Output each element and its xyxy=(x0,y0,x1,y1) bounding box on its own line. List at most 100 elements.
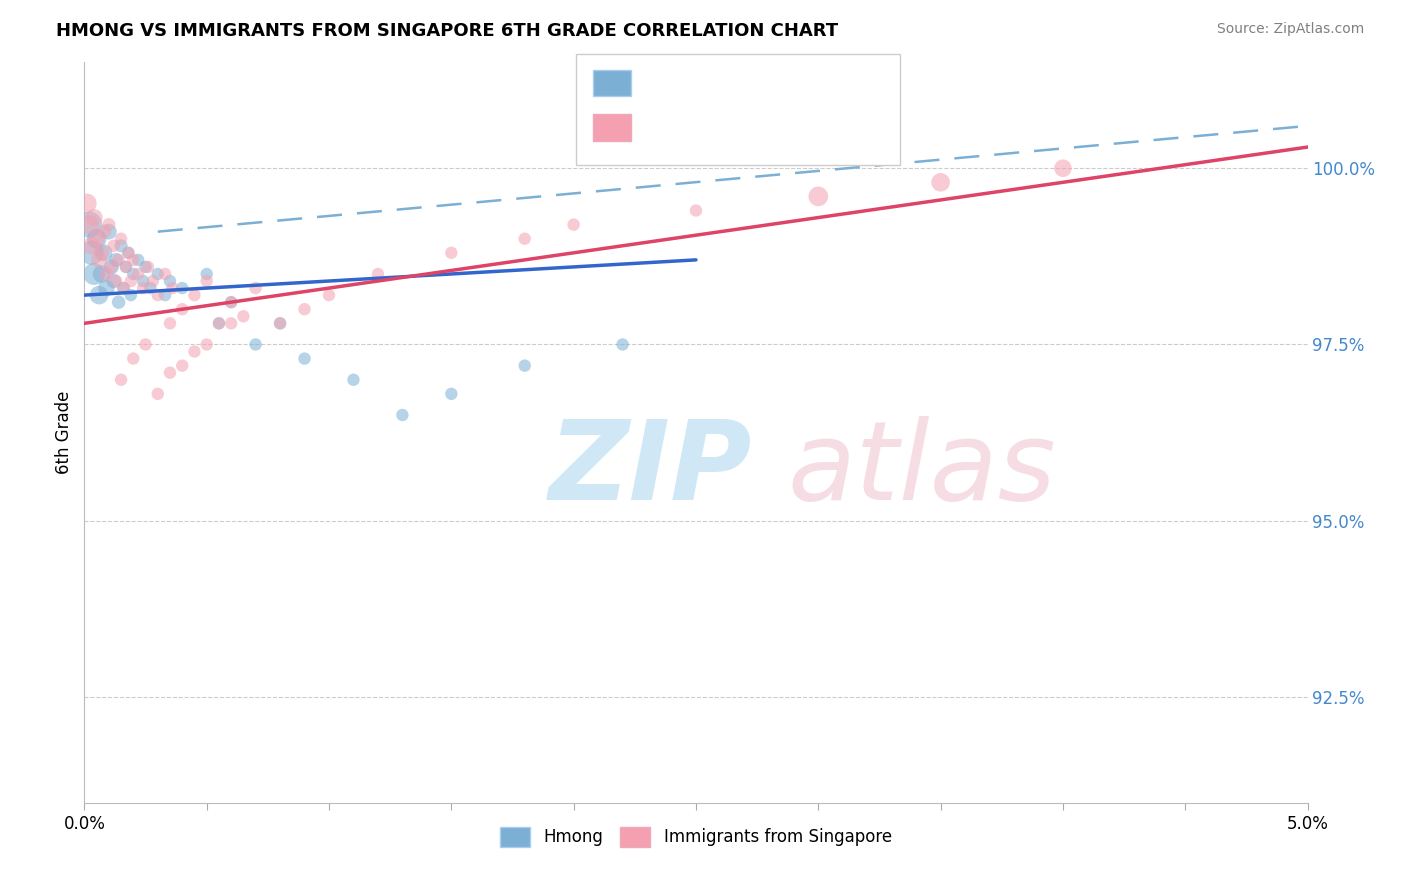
Point xyxy=(208,316,231,330)
Point xyxy=(77,218,100,232)
Point xyxy=(103,239,125,253)
Point xyxy=(112,281,135,295)
Point xyxy=(183,344,205,359)
Point xyxy=(562,218,585,232)
Point xyxy=(80,239,103,253)
Point xyxy=(87,252,110,267)
Point xyxy=(97,218,120,232)
Point xyxy=(367,267,389,281)
Point xyxy=(269,316,291,330)
Text: 0.126: 0.126 xyxy=(679,73,748,93)
Point xyxy=(105,252,128,267)
Point xyxy=(110,239,132,253)
Point xyxy=(172,281,194,295)
Point xyxy=(153,267,176,281)
Point xyxy=(146,387,169,401)
Point xyxy=(269,316,291,330)
Point xyxy=(146,267,169,281)
Legend: Hmong, Immigrants from Singapore: Hmong, Immigrants from Singapore xyxy=(494,820,898,854)
Text: N =: N = xyxy=(745,74,797,92)
Point xyxy=(146,288,169,302)
Point xyxy=(159,274,181,288)
Text: HMONG VS IMMIGRANTS FROM SINGAPORE 6TH GRADE CORRELATION CHART: HMONG VS IMMIGRANTS FROM SINGAPORE 6TH G… xyxy=(56,22,838,40)
Point xyxy=(391,408,413,422)
Point xyxy=(110,232,132,246)
Point xyxy=(107,295,129,310)
Point xyxy=(77,218,100,232)
Point xyxy=(153,288,176,302)
Point xyxy=(195,267,218,281)
Text: 38: 38 xyxy=(794,73,821,93)
Point xyxy=(120,274,142,288)
Point xyxy=(172,302,194,317)
Point xyxy=(342,373,364,387)
Point xyxy=(86,232,108,246)
Point xyxy=(142,274,165,288)
Point xyxy=(135,260,157,274)
Point xyxy=(122,351,145,366)
Point xyxy=(612,337,634,351)
Point xyxy=(183,288,205,302)
Point xyxy=(127,252,149,267)
Point xyxy=(139,281,162,295)
Point xyxy=(93,245,115,260)
Point xyxy=(294,351,316,366)
Point xyxy=(96,281,118,295)
Point xyxy=(219,316,242,330)
Y-axis label: 6th Grade: 6th Grade xyxy=(55,391,73,475)
Point xyxy=(115,260,138,274)
Text: R =: R = xyxy=(640,119,679,136)
Point xyxy=(110,373,132,387)
Point xyxy=(132,274,155,288)
Point xyxy=(245,337,267,351)
Point xyxy=(86,232,108,246)
Point xyxy=(115,260,138,274)
Point xyxy=(195,337,218,351)
Text: ZIP: ZIP xyxy=(550,417,752,523)
Point xyxy=(122,267,145,281)
Text: atlas: atlas xyxy=(787,417,1056,523)
Point xyxy=(90,267,112,281)
Text: N =: N = xyxy=(745,119,797,136)
Point xyxy=(83,267,105,281)
Point xyxy=(294,302,316,317)
Point xyxy=(120,288,142,302)
Point xyxy=(245,281,267,295)
Point xyxy=(90,245,112,260)
Text: Source: ZipAtlas.com: Source: ZipAtlas.com xyxy=(1216,22,1364,37)
Point xyxy=(76,196,98,211)
Text: 55: 55 xyxy=(794,118,821,137)
Point xyxy=(929,175,952,189)
Point xyxy=(117,245,139,260)
Point xyxy=(103,274,125,288)
Point xyxy=(107,252,129,267)
Point xyxy=(440,245,463,260)
Point xyxy=(195,274,218,288)
Point xyxy=(93,225,115,239)
Point xyxy=(105,274,128,288)
Point xyxy=(80,245,103,260)
Point xyxy=(127,267,149,281)
Point xyxy=(807,189,830,203)
Point xyxy=(97,225,120,239)
Point xyxy=(219,295,242,310)
Point xyxy=(159,366,181,380)
Point xyxy=(440,387,463,401)
Point xyxy=(100,260,122,274)
Text: 0.580: 0.580 xyxy=(679,118,747,137)
Point xyxy=(1052,161,1074,176)
Point xyxy=(83,211,105,225)
Point xyxy=(513,232,536,246)
Point xyxy=(117,245,139,260)
Point xyxy=(132,281,155,295)
Point xyxy=(232,310,254,324)
Point xyxy=(172,359,194,373)
Text: R =: R = xyxy=(640,74,679,92)
Point xyxy=(159,316,181,330)
Point xyxy=(208,316,231,330)
Point xyxy=(219,295,242,310)
Point xyxy=(122,252,145,267)
Point xyxy=(135,337,157,351)
Point xyxy=(87,288,110,302)
Point xyxy=(685,203,707,218)
